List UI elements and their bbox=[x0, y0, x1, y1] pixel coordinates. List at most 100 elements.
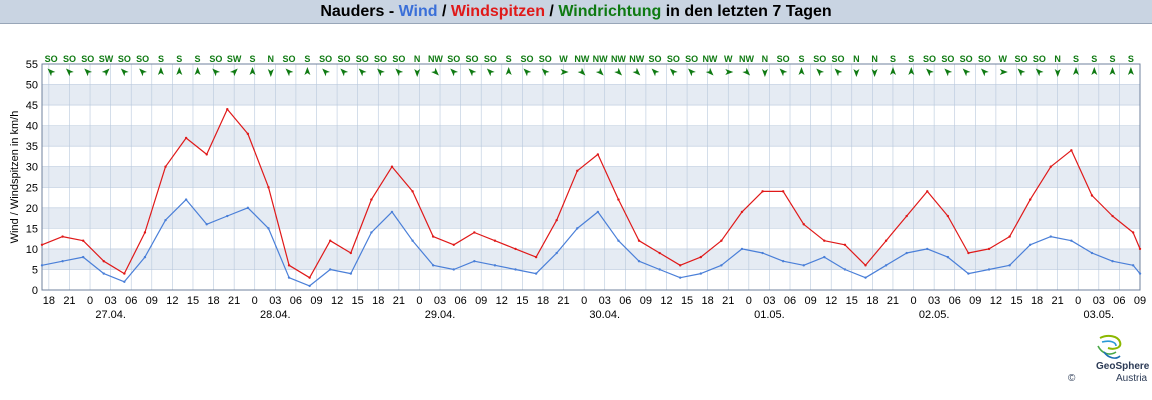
x-tick-label: 03 bbox=[599, 295, 611, 307]
gust-point bbox=[123, 272, 126, 275]
direction-label: S bbox=[1128, 54, 1134, 64]
wind-direction-arrow-icon bbox=[944, 68, 953, 77]
gust-point bbox=[884, 239, 888, 242]
wind-direction-arrow-icon bbox=[632, 67, 641, 76]
x-tick-label: 12 bbox=[496, 295, 508, 307]
wind-direction-arrow-icon bbox=[101, 68, 110, 77]
gust-point bbox=[226, 108, 229, 111]
wind-direction-arrow-icon bbox=[595, 67, 604, 76]
wind-direction-arrow-icon bbox=[431, 67, 439, 76]
x-tick-label: 18 bbox=[537, 295, 549, 307]
wind-point bbox=[102, 272, 105, 275]
wind-direction-arrow-icon bbox=[651, 68, 660, 77]
direction-label: SO bbox=[319, 54, 332, 64]
wind-point bbox=[1138, 272, 1142, 275]
wind-point bbox=[267, 227, 270, 230]
direction-label: SO bbox=[978, 54, 991, 64]
wind-point bbox=[843, 268, 847, 271]
gust-point bbox=[781, 190, 785, 193]
gust-point bbox=[637, 239, 641, 242]
gust-point bbox=[514, 247, 517, 251]
direction-label: SO bbox=[685, 54, 698, 64]
direction-label: N bbox=[268, 54, 275, 64]
title-separator: - bbox=[384, 3, 399, 20]
direction-label: N bbox=[853, 54, 860, 64]
direction-label: SO bbox=[447, 54, 460, 64]
x-tick-label: 09 bbox=[146, 295, 158, 307]
x-tick-label: 09 bbox=[1134, 295, 1146, 307]
wind-point bbox=[390, 210, 394, 214]
x-tick-label: 12 bbox=[660, 295, 672, 307]
direction-label: S bbox=[158, 54, 164, 64]
gust-point bbox=[493, 239, 497, 242]
title-wind: Wind bbox=[398, 3, 438, 20]
y-axis-label: Wind / Windspitzen in km/h bbox=[9, 111, 21, 244]
wind-direction-arrow-icon bbox=[358, 68, 367, 77]
gust-point bbox=[1090, 194, 1094, 197]
y-tick-label: 50 bbox=[26, 80, 38, 92]
logo-country: Austria bbox=[1116, 373, 1148, 384]
gust-point bbox=[1049, 165, 1052, 168]
x-tick-label: 09 bbox=[640, 295, 652, 307]
copyright-symbol: © bbox=[1068, 373, 1076, 384]
x-tick-label: 18 bbox=[207, 295, 219, 307]
direction-label: N bbox=[871, 54, 878, 64]
direction-label: SO bbox=[392, 54, 405, 64]
direction-label: SO bbox=[484, 54, 497, 64]
wind-direction-arrow-icon bbox=[249, 67, 256, 75]
y-tick-label: 25 bbox=[26, 182, 38, 194]
direction-label: S bbox=[798, 54, 804, 64]
wind-direction-arrow-icon bbox=[999, 69, 1008, 75]
y-tick-label: 30 bbox=[26, 162, 38, 174]
x-tick-label: 03 bbox=[105, 295, 117, 307]
x-tick-label: 06 bbox=[949, 295, 961, 307]
x-tick-label: 0 bbox=[746, 295, 752, 307]
wind-point bbox=[617, 239, 620, 242]
gust-point bbox=[61, 235, 64, 238]
title-separator: / bbox=[544, 3, 559, 20]
wind-point bbox=[184, 198, 188, 201]
gust-point bbox=[905, 214, 908, 218]
direction-label: SO bbox=[283, 54, 296, 64]
wind-point bbox=[205, 223, 208, 226]
wind-point bbox=[61, 260, 64, 263]
direction-label: SO bbox=[45, 54, 58, 64]
wind-direction-arrow-icon bbox=[725, 69, 734, 75]
wind-direction-arrow-icon bbox=[395, 68, 404, 77]
direction-label: SO bbox=[813, 54, 826, 64]
direction-label: S bbox=[908, 54, 914, 64]
wind-point bbox=[308, 284, 311, 288]
x-tick-label: 18 bbox=[372, 295, 384, 307]
direction-label: S bbox=[890, 54, 896, 64]
wind-direction-arrow-icon bbox=[798, 67, 805, 75]
date-label: 28.04. bbox=[260, 309, 291, 321]
direction-label: SO bbox=[941, 54, 954, 64]
gust-point bbox=[987, 247, 991, 251]
wind-point bbox=[1111, 260, 1114, 263]
x-tick-label: 06 bbox=[619, 295, 631, 307]
direction-label: W bbox=[559, 54, 568, 64]
x-tick-label: 21 bbox=[1052, 295, 1064, 307]
gust-point bbox=[967, 251, 970, 255]
x-tick-label: 21 bbox=[887, 295, 899, 307]
y-tick-label: 10 bbox=[26, 244, 38, 256]
x-tick-label: 12 bbox=[990, 295, 1002, 307]
direction-label: S bbox=[1073, 54, 1079, 64]
wind-point bbox=[1029, 243, 1032, 246]
x-tick-label: 0 bbox=[87, 295, 93, 307]
gust-point bbox=[1008, 235, 1011, 238]
gust-point bbox=[40, 243, 44, 246]
x-tick-label: 15 bbox=[846, 295, 858, 307]
wind-direction-arrow-icon bbox=[450, 68, 459, 77]
x-tick-label: 0 bbox=[1075, 295, 1081, 307]
wind-direction-arrow-icon bbox=[414, 69, 421, 77]
title-direction: Windrichtung bbox=[558, 3, 662, 20]
direction-label: N bbox=[414, 54, 421, 64]
wind-direction-arrow-icon bbox=[1035, 68, 1044, 77]
wind-direction-arrow-icon bbox=[669, 68, 678, 77]
title-separator: / bbox=[437, 3, 451, 20]
wind-point bbox=[987, 268, 991, 271]
wind-direction-arrow-icon bbox=[890, 67, 896, 75]
x-tick-label: 18 bbox=[702, 295, 714, 307]
y-tick-label: 35 bbox=[26, 141, 38, 153]
